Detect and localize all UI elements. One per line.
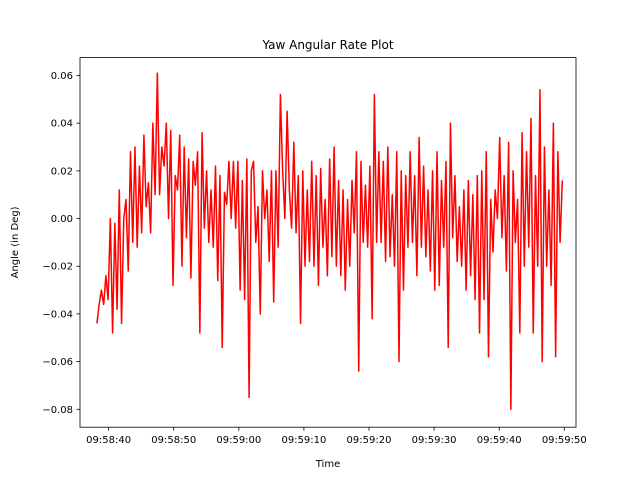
x-tick-label: 09:58:40 bbox=[86, 435, 131, 446]
y-tick-label: 0.04 bbox=[51, 119, 73, 130]
x-tick-label: 09:59:30 bbox=[412, 435, 457, 446]
x-axis-label: Time bbox=[315, 459, 340, 470]
ticks-layer: 09:58:40 09:58:50 09:59:00 09:59:10 09:59:20… bbox=[42, 71, 586, 446]
chart-title: Yaw Angular Rate Plot bbox=[261, 38, 393, 52]
y-tick-label: 0.00 bbox=[51, 214, 73, 225]
y-axis-label: Angle (in Deg) bbox=[10, 206, 21, 278]
x-tick-label: 09:59:10 bbox=[281, 435, 326, 446]
x-tick-label: 09:59:40 bbox=[477, 435, 522, 446]
x-tick-label: 09:59:50 bbox=[542, 435, 587, 446]
y-tick-label: −0.02 bbox=[42, 262, 73, 273]
y-tick-label: 0.02 bbox=[51, 166, 73, 177]
y-tick-label: −0.08 bbox=[42, 405, 73, 416]
y-tick-label: −0.06 bbox=[42, 357, 73, 368]
y-tick-label: −0.04 bbox=[42, 309, 73, 320]
series-line bbox=[96, 72, 564, 411]
x-tick-label: 09:59:20 bbox=[347, 435, 392, 446]
x-tick-label: 09:59:00 bbox=[216, 435, 261, 446]
x-tick-label: 09:58:50 bbox=[151, 435, 196, 446]
series-layer bbox=[96, 72, 564, 411]
plot-frame bbox=[79, 57, 577, 428]
y-tick-label: 0.06 bbox=[51, 71, 73, 82]
